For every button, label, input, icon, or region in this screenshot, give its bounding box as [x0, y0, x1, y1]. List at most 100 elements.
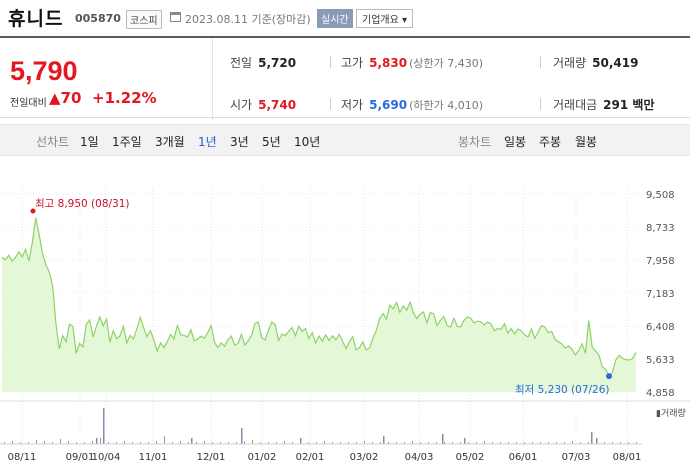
x-tick-label: 01/02	[248, 452, 277, 463]
volume-bar	[60, 439, 61, 444]
volume-bar	[36, 440, 37, 444]
x-tick-label: 10/04	[92, 452, 121, 463]
volume-bar	[196, 442, 197, 444]
volume-bar	[484, 441, 485, 444]
volume-bar	[588, 442, 589, 444]
volume-bar	[548, 442, 549, 444]
volume-bar	[76, 442, 77, 444]
tab-3m[interactable]: 3개월	[155, 135, 185, 149]
stock-header: 휴니드 005870 코스피 2023.08.11 기준(장마감) 실시간 기업…	[0, 0, 690, 36]
volume-bar	[564, 442, 565, 444]
x-tick-label: 05/02	[456, 452, 485, 463]
volume-bar	[340, 442, 341, 444]
tab-1d[interactable]: 1일	[80, 135, 99, 149]
x-tick-label: 08/01	[613, 452, 642, 463]
tab-monthly[interactable]: 월봉	[575, 135, 598, 149]
volume-bar	[628, 442, 629, 444]
volume-bar	[140, 442, 141, 444]
volume-bar	[308, 442, 309, 444]
volume-bar	[452, 442, 453, 444]
volume-bar	[356, 442, 357, 444]
volume-bar	[604, 442, 605, 444]
volume-bar	[100, 438, 101, 444]
x-tick-label: 11/01	[139, 452, 168, 463]
candle-chart-label: 봉차트	[458, 135, 492, 149]
upper-limit: (상한가 7,430)	[409, 57, 483, 70]
amount-label: 거래대금	[553, 98, 598, 112]
y-tick-label: 9,508	[646, 190, 675, 201]
volume-bar	[12, 441, 13, 444]
x-tick-label: 09/01	[66, 452, 95, 463]
realtime-button[interactable]: 실시간	[317, 9, 353, 28]
volume-bar	[4, 442, 5, 444]
y-tick-label: 8,733	[646, 223, 675, 234]
volume-bar	[508, 442, 509, 444]
volume-bar	[92, 441, 93, 444]
volume-spike	[300, 438, 302, 444]
prev-close: 전일 5,720	[230, 54, 296, 71]
tab-3y[interactable]: 3년	[230, 135, 249, 149]
change-label: 전일대비	[10, 98, 47, 109]
max-marker	[30, 208, 36, 214]
stat-separator	[330, 56, 331, 68]
volume-bar	[172, 442, 173, 444]
volume-bar	[292, 442, 293, 444]
x-tick-label: 06/01	[509, 452, 538, 463]
volume-bar	[388, 442, 389, 444]
tab-1y[interactable]: 1년	[198, 135, 217, 149]
volume-bar	[188, 442, 189, 444]
volume-bar	[516, 442, 517, 444]
volume-bar	[444, 442, 445, 444]
volume-bar	[532, 442, 533, 444]
open-price: 시가 5,740	[230, 96, 296, 113]
volume-label: ▮거래량	[656, 407, 686, 419]
volume-bar	[468, 442, 469, 444]
volume-bar	[84, 442, 85, 444]
volume: 거래량 50,419	[553, 54, 638, 71]
summary-divider	[212, 38, 213, 120]
tab-daily[interactable]: 일봉	[504, 135, 527, 149]
y-tick-label: 4,858	[646, 388, 675, 399]
price-line	[1, 217, 637, 378]
volume-bar	[476, 442, 477, 444]
volume-bar	[260, 442, 261, 444]
volume-value: 50,419	[592, 56, 639, 70]
volume-bar	[636, 442, 637, 444]
y-tick-label: 7,183	[646, 289, 675, 300]
volume-bar	[492, 442, 493, 444]
volume-spike	[591, 432, 593, 444]
volume-bar	[332, 442, 333, 444]
volume-bar	[244, 441, 245, 444]
max-label: 최고 8,950 (08/31)	[35, 198, 130, 210]
change-percent: +1.22%	[92, 89, 157, 107]
volume-bar	[348, 442, 349, 444]
volume-bar	[540, 442, 541, 444]
low-price: 저가 5,690 (하한가 4,010)	[341, 96, 483, 113]
volume-bar	[420, 442, 421, 444]
volume-bar	[324, 441, 325, 444]
low-label: 저가	[341, 98, 364, 112]
lower-limit: (하한가 4,010)	[409, 99, 483, 112]
price-summary: 5,790 전일대비 ▲70 +1.22% 전일 5,720 고가 5,830 (상한…	[0, 36, 690, 120]
volume-bar	[220, 442, 221, 444]
open-label: 시가	[230, 98, 253, 112]
tab-weekly[interactable]: 주봉	[539, 135, 562, 149]
volume-bar	[364, 441, 365, 444]
volume-spike	[241, 428, 243, 444]
company-info-button[interactable]: 기업개요 ▾	[356, 9, 413, 28]
volume-bar	[236, 442, 237, 444]
tab-1w[interactable]: 1주일	[112, 135, 142, 149]
tab-5y[interactable]: 5년	[262, 135, 281, 149]
volume-bar	[620, 442, 621, 444]
volume-bar	[412, 441, 413, 444]
volume-bar	[252, 440, 253, 444]
volume-bar	[284, 441, 285, 444]
volume-bar	[228, 442, 229, 444]
volume-bar	[132, 442, 133, 444]
volume-label: 거래량	[553, 56, 587, 70]
tab-10y[interactable]: 10년	[294, 135, 321, 149]
stock-name: 휴니드	[8, 8, 64, 30]
base-date: 2023.08.11 기준(장마감)	[185, 13, 311, 26]
volume-bar	[124, 441, 125, 444]
trade-amount: 거래대금 291 백만	[553, 96, 654, 113]
